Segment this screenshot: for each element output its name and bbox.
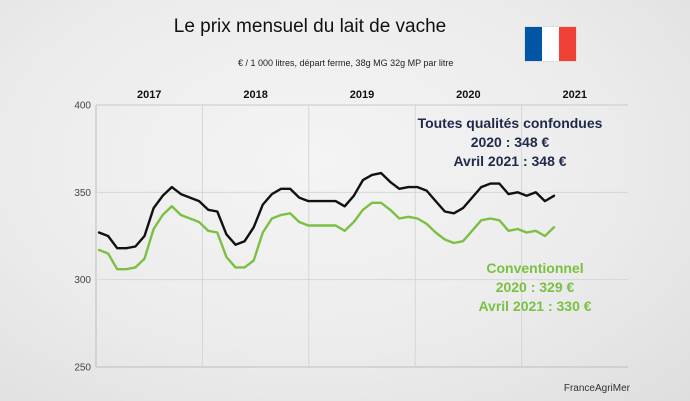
chart-subtitle: € / 1 000 litres, départ ferme, 38g MG 3… — [238, 58, 454, 68]
y-tick-label: 350 — [74, 188, 91, 199]
annotation-conventional: Conventionnel 2020 : 329 € Avril 2021 : … — [450, 259, 620, 316]
year-label-2021: 2021 — [563, 89, 587, 101]
y-tick-label: 400 — [74, 101, 91, 112]
year-label-2017: 2017 — [137, 89, 161, 101]
y-tick-label: 300 — [74, 275, 91, 286]
annotation-total: Toutes qualités confondues 2020 : 348 € … — [395, 114, 625, 171]
flag-blue-band — [525, 27, 542, 61]
year-label-2018: 2018 — [243, 89, 267, 101]
series-line-conventional — [97, 201, 556, 271]
year-label-2019: 2019 — [350, 89, 374, 101]
annotation-conventional-2020: 2020 : 329 € — [495, 279, 575, 295]
year-label-2020: 2020 — [456, 89, 480, 101]
annotation-conventional-title: Conventionnel — [486, 260, 584, 276]
annotation-total-title: Toutes qualités confondues — [417, 115, 603, 131]
series-line-total — [97, 171, 556, 250]
annotation-total-april-2021: Avril 2021 : 348 € — [453, 153, 567, 169]
france-flag — [525, 27, 576, 61]
flag-white-band — [542, 27, 559, 61]
flag-red-band — [559, 27, 576, 61]
annotation-conventional-april-2021: Avril 2021 : 330 € — [478, 298, 592, 314]
y-tick-label: 250 — [74, 363, 91, 374]
annotation-total-2020: 2020 : 348 € — [470, 134, 550, 150]
source-label: FranceAgriMer — [563, 383, 630, 394]
chart-title: Le prix mensuel du lait de vache — [173, 16, 447, 37]
